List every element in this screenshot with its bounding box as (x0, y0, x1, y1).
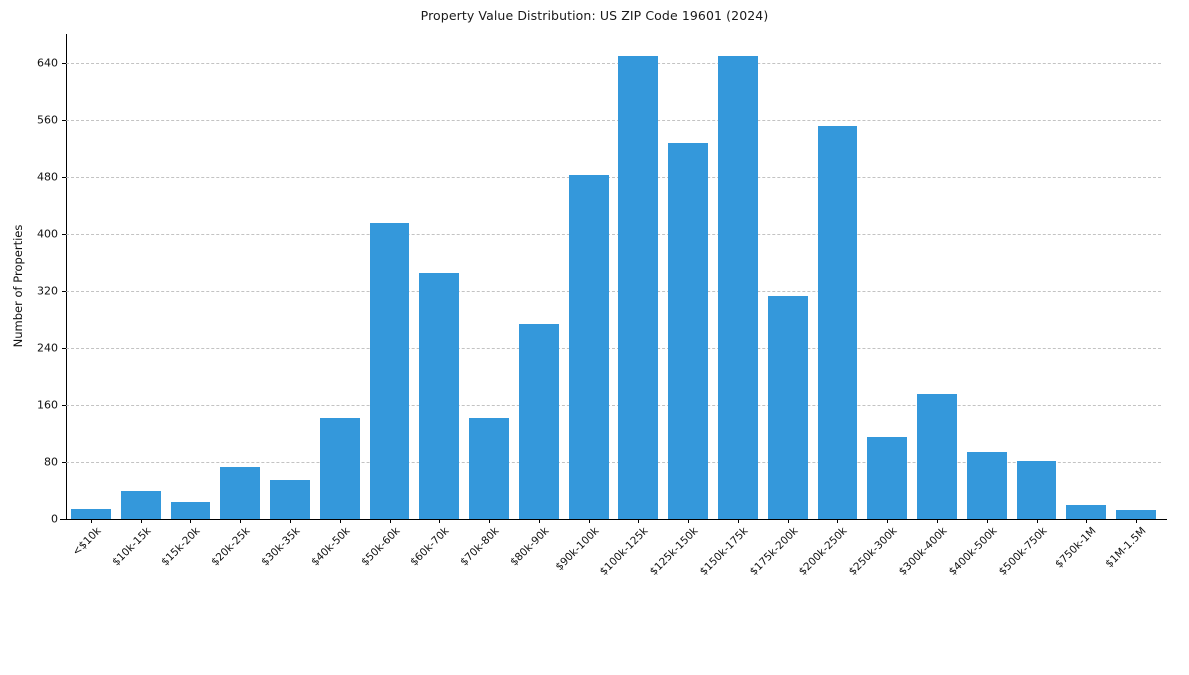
bar (170, 501, 211, 519)
y-tick-label: 640 (37, 56, 58, 70)
x-tick-mark (1086, 519, 1088, 523)
y-tick-label: 160 (37, 398, 58, 412)
x-tick-mark (538, 519, 540, 523)
page-title: Property Value Distribution: US ZIP Code… (420, 8, 769, 23)
y-tick-mark (62, 347, 66, 349)
x-tick-mark (489, 519, 491, 523)
y-axis: 0 80 160 240 320 400 480 560 640 (37, 56, 66, 526)
gridline (66, 176, 1161, 178)
x-tick-mark (837, 519, 839, 523)
y-tick-mark (62, 119, 66, 121)
x-tick-mark (90, 519, 92, 523)
y-tick-mark (62, 62, 66, 64)
bar (1116, 510, 1157, 519)
y-tick-mark (62, 176, 66, 178)
gridline (66, 233, 1161, 235)
bar (718, 55, 758, 519)
bar (1066, 504, 1107, 519)
x-tick-mark (638, 519, 640, 523)
bar (668, 142, 709, 519)
x-tick-mark (190, 519, 192, 523)
gridline (66, 290, 1161, 292)
x-tick-mark (787, 519, 789, 523)
bar (618, 55, 659, 519)
y-tick-label: 240 (37, 341, 58, 355)
y-axis-line (66, 34, 67, 520)
bar (469, 417, 509, 519)
x-tick-mark (240, 519, 242, 523)
x-tick-mark (339, 519, 341, 523)
gridline (66, 461, 1161, 463)
y-tick-label: 400 (37, 227, 58, 241)
bar (568, 174, 609, 519)
y-tick-label: 480 (37, 170, 58, 184)
bar (1016, 460, 1057, 519)
bar (220, 466, 261, 519)
y-tick-mark (62, 290, 66, 292)
x-axis-line (60, 519, 1167, 520)
gridline (66, 404, 1161, 406)
y-tick-label: 80 (44, 455, 58, 469)
x-tick-mark (688, 519, 690, 523)
bar (518, 323, 559, 519)
y-tick-label: 0 (51, 512, 58, 526)
plot-area (66, 40, 1161, 519)
bars-layer (66, 40, 1161, 519)
bar (369, 223, 410, 519)
bar (917, 394, 957, 519)
bar (319, 417, 360, 519)
bar (817, 126, 858, 519)
chart-figure: Property Value Distribution: US ZIP Code… (11, 8, 1167, 578)
gridline (66, 119, 1161, 121)
x-tick-mark (986, 519, 988, 523)
bar (120, 491, 161, 519)
y-tick-mark (62, 404, 66, 406)
gridlines (66, 40, 1161, 519)
bar (419, 273, 460, 519)
gridline (66, 347, 1161, 349)
x-tick-mark (1136, 519, 1138, 523)
bar (966, 452, 1007, 519)
y-tick-mark (62, 233, 66, 235)
x-tick-mark (588, 519, 590, 523)
x-tick-mark (937, 519, 939, 523)
x-tick-mark (1036, 519, 1038, 523)
x-tick-mark (737, 519, 739, 523)
bar (867, 437, 908, 519)
x-tick-mark (439, 519, 441, 523)
bar (270, 479, 310, 519)
x-tick-mark (887, 519, 889, 523)
x-tick-mark (289, 519, 291, 523)
y-tick-label: 560 (37, 113, 58, 127)
gridline (66, 62, 1161, 64)
y-axis-label: Number of Properties (11, 224, 25, 348)
bar (767, 295, 808, 519)
bar (70, 509, 111, 519)
y-tick-label: 320 (37, 284, 58, 298)
x-tick-mark (140, 519, 142, 523)
x-tick-mark (389, 519, 391, 523)
y-tick-mark (62, 461, 66, 463)
